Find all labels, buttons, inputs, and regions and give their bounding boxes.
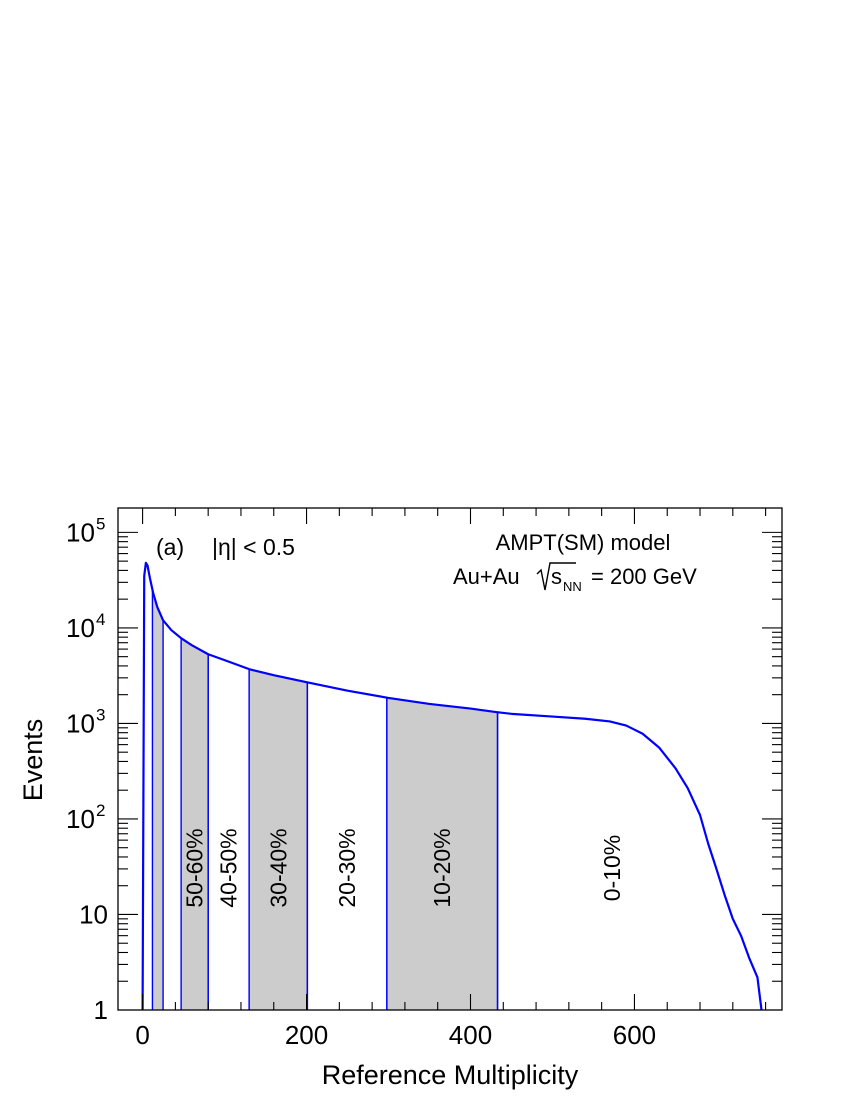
band-fill-3 (249, 669, 308, 1010)
y-tick-exponent-5: 5 (96, 514, 105, 533)
bin-label-4: 20-30% (334, 828, 360, 907)
y-tick-label-3: 10 (66, 708, 95, 738)
bin-labels: 50-60% 40-50% 30-40% 20-30% 10-20% 0-10% (182, 828, 625, 907)
series-line (141, 561, 763, 1011)
y-tick-label-2: 10 (66, 804, 95, 834)
x-axis-label: Reference Multiplicity (322, 1060, 579, 1090)
system-s: s (551, 564, 562, 589)
y-tick-exponent-4: 4 (96, 610, 105, 629)
x-tick-label-1: 200 (285, 1020, 328, 1050)
frame-rect (117, 507, 783, 1011)
bin-label-1: 50-60% (182, 828, 208, 907)
sqrt-sign-icon (536, 562, 576, 591)
band-fill-1 (181, 638, 209, 1010)
system-prefix: Au+Au (453, 564, 520, 589)
y-tick-label-4: 10 (66, 613, 95, 643)
system-sub: NN (563, 579, 582, 594)
bin-label-6: 0-10% (599, 835, 625, 901)
bin-label-5: 10-20% (429, 828, 455, 907)
data-series (141, 561, 763, 1011)
eta-cut-label: |η| < 0.5 (212, 534, 295, 560)
band-fill-5 (386, 697, 498, 1010)
y-axis-label: Events (18, 719, 48, 802)
x-tick-label-2: 400 (449, 1020, 492, 1050)
y-tick-exponent-3: 3 (96, 705, 105, 724)
y-tick-label-0: 1 (94, 995, 108, 1025)
panel-label: (a) (156, 534, 184, 560)
bin-label-3: 30-40% (265, 828, 291, 907)
system-energy: = 200 GeV (591, 564, 697, 589)
centrality-bands (151, 589, 499, 1010)
x-tick-label-3: 600 (613, 1020, 656, 1050)
model-label: AMPT(SM) model (496, 530, 671, 555)
plot-frame (117, 507, 783, 1011)
y-tick-label-5: 10 (66, 517, 95, 547)
y-tick-exponent-2: 2 (96, 801, 105, 820)
bin-label-2: 40-50% (216, 828, 242, 907)
system-label: Au+Au s NN = 200 GeV (453, 562, 697, 594)
band-fill-0 (152, 589, 164, 1010)
x-tick-label-0: 0 (135, 1020, 149, 1050)
y-tick-label-1: 10 (79, 899, 108, 929)
axis-ticks (118, 508, 782, 1011)
